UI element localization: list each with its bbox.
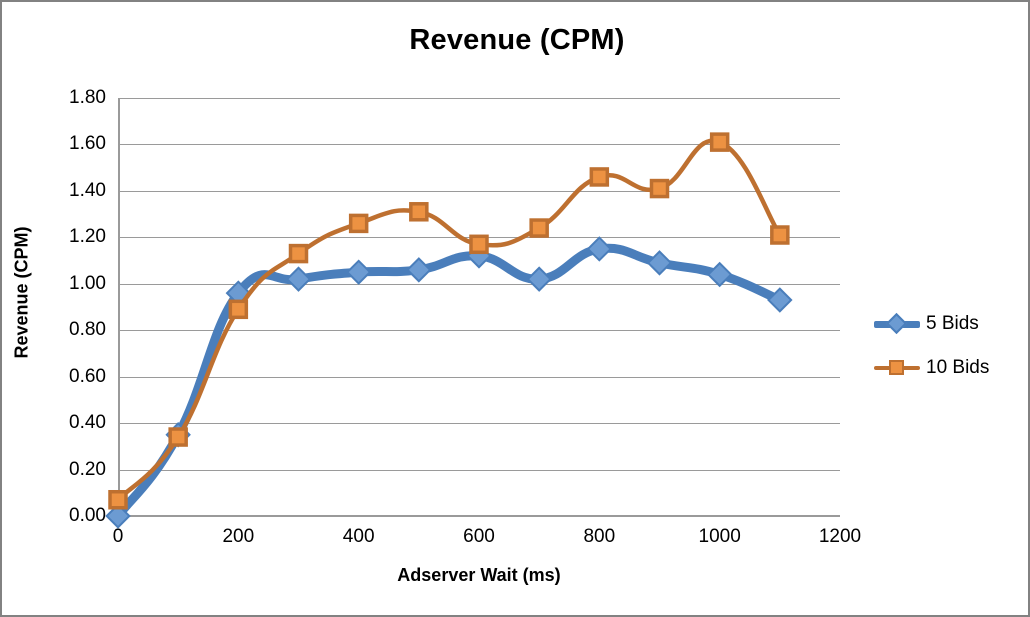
data-point-marker bbox=[406, 257, 432, 283]
data-point-marker bbox=[105, 503, 131, 529]
series-line bbox=[115, 138, 783, 502]
y-tick-label: 0.20 bbox=[69, 458, 106, 480]
legend-marker-square-icon bbox=[889, 360, 904, 375]
legend-swatch bbox=[874, 312, 920, 335]
data-point-marker bbox=[469, 234, 489, 255]
y-tick-label: 1.00 bbox=[69, 272, 106, 294]
y-tick-label: 1.40 bbox=[69, 179, 106, 201]
data-point-marker bbox=[285, 266, 312, 292]
x-tick-label: 200 bbox=[222, 526, 255, 547]
plot-frame bbox=[118, 98, 840, 516]
data-point-marker bbox=[288, 243, 309, 264]
y-tick-label: 0.60 bbox=[69, 365, 106, 387]
y-tick-label: 0.40 bbox=[69, 412, 106, 434]
y-axis-title: Revenue (CPM) bbox=[11, 226, 32, 359]
x-axis-tick-labels: 0 200 400 600 800 1000 1200 bbox=[113, 526, 861, 552]
gridline bbox=[118, 191, 840, 192]
data-point-marker bbox=[589, 167, 610, 187]
legend-label: 5 Bids bbox=[926, 313, 979, 334]
legend-label: 10 Bids bbox=[926, 357, 990, 378]
gridline bbox=[118, 423, 840, 424]
chart-title: Revenue (CPM) bbox=[409, 24, 625, 56]
gridline bbox=[118, 144, 840, 145]
y-tick-label: 0.80 bbox=[69, 319, 106, 341]
data-point-marker bbox=[228, 299, 249, 320]
y-tick-label: 0.00 bbox=[69, 505, 106, 526]
data-point-marker bbox=[649, 178, 670, 199]
data-point-marker bbox=[529, 218, 549, 238]
plot-area bbox=[105, 98, 840, 529]
x-tick-label: 1200 bbox=[818, 526, 862, 547]
y-axis-tick-labels: 0.00 0.20 0.40 0.60 0.80 1.00 1.20 1.40 1.60 1.80 bbox=[2, 87, 106, 526]
x-tick-label: 1000 bbox=[698, 526, 741, 547]
x-tick-label: 0 bbox=[112, 526, 124, 547]
x-tick-label: 800 bbox=[583, 526, 616, 547]
data-point-marker bbox=[168, 427, 188, 447]
data-point-marker bbox=[526, 266, 552, 292]
legend-entry-2[interactable]: 10 Bids bbox=[874, 346, 1024, 390]
data-point-marker bbox=[646, 250, 673, 276]
series-plot bbox=[105, 132, 793, 529]
data-point-marker bbox=[345, 259, 372, 285]
data-point-marker bbox=[586, 236, 613, 262]
x-tick-label: 600 bbox=[463, 526, 495, 547]
legend-entry-1[interactable]: 5 Bids bbox=[874, 302, 1024, 346]
x-tick-label: 400 bbox=[342, 526, 375, 547]
series-2 bbox=[108, 132, 790, 510]
data-point-marker bbox=[348, 213, 369, 234]
series-line bbox=[113, 243, 785, 521]
gridline bbox=[118, 377, 840, 378]
y-tick-label: 1.60 bbox=[69, 133, 106, 155]
data-point-marker bbox=[108, 489, 128, 510]
data-point-marker bbox=[409, 202, 429, 222]
data-point-marker bbox=[709, 132, 730, 152]
gridline bbox=[118, 330, 840, 331]
chart-legend: 5 Bids 10 Bids bbox=[874, 302, 1024, 390]
gridline bbox=[118, 470, 840, 471]
data-point-marker bbox=[706, 261, 733, 288]
x-axis-title: Adserver Wait (ms) bbox=[397, 565, 561, 585]
series-1 bbox=[105, 236, 793, 529]
data-point-marker bbox=[767, 287, 793, 313]
x-axis-line bbox=[118, 515, 840, 517]
gridline bbox=[118, 98, 840, 99]
data-point-marker bbox=[770, 225, 790, 245]
legend-marker-diamond-icon bbox=[885, 312, 908, 335]
y-tick-label: 1.80 bbox=[69, 87, 106, 108]
y-tick-label: 1.20 bbox=[69, 226, 106, 248]
gridline bbox=[118, 284, 840, 285]
legend-swatch bbox=[874, 357, 920, 379]
